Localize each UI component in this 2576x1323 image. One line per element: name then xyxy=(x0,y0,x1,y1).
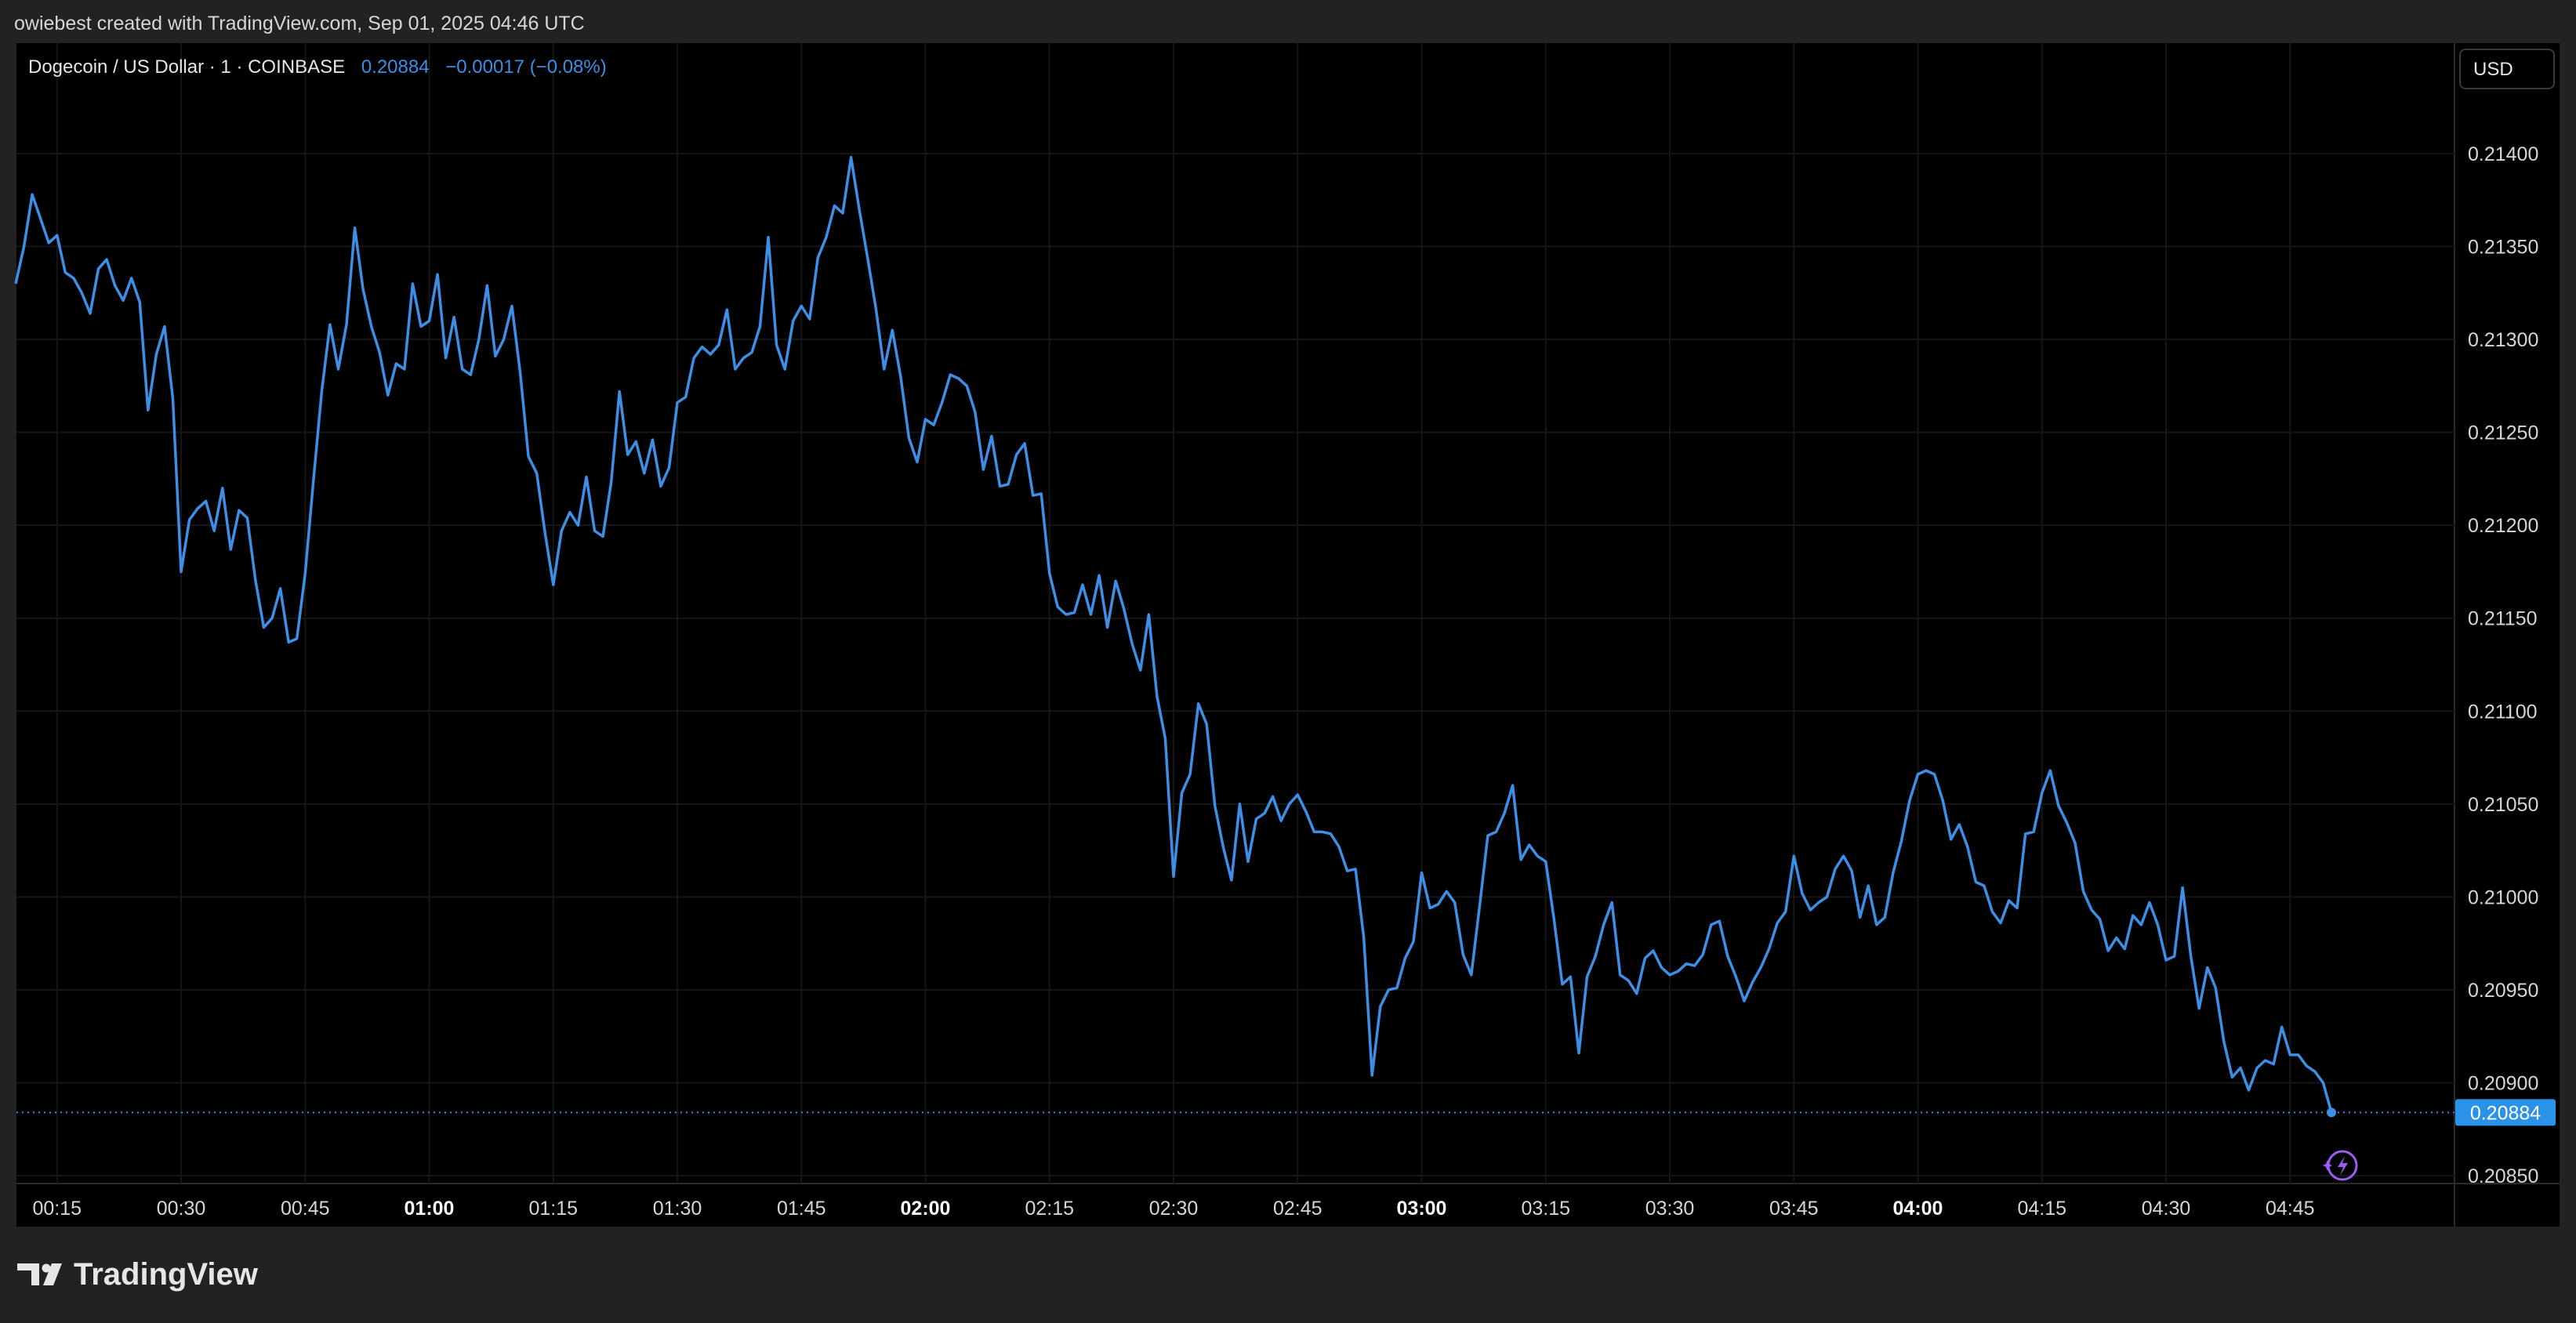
y-tick-label: 0.21400 xyxy=(2468,143,2538,165)
y-tick-label: 0.20850 xyxy=(2468,1165,2538,1187)
y-tick-label: 0.21150 xyxy=(2468,608,2538,630)
plot-area[interactable] xyxy=(16,43,2454,1183)
legend-price: 0.20884 xyxy=(361,56,430,78)
last-price-tag-background xyxy=(2455,1099,2556,1126)
y-tick-label: 0.21100 xyxy=(2468,701,2538,723)
x-tick-label: 00:15 xyxy=(32,1198,82,1220)
grid-horizontal xyxy=(16,153,2454,1176)
symbol-legend[interactable]: Dogecoin / US Dollar · 1 · COINBASE 0.20… xyxy=(28,56,607,78)
tradingview-logo-text: TradingView xyxy=(74,1257,259,1292)
price-series-line[interactable] xyxy=(14,155,2333,1113)
currency-button[interactable]: USD xyxy=(2459,49,2555,89)
x-tick-label: 03:30 xyxy=(1645,1198,1695,1220)
x-tick-label: 03:15 xyxy=(1521,1198,1570,1220)
lightning-badge-icon[interactable] xyxy=(2323,1150,2358,1181)
x-tick-label: 04:30 xyxy=(2142,1198,2191,1220)
tradingview-logo[interactable]: TradingView xyxy=(17,1257,259,1292)
x-tick-label: 00:45 xyxy=(281,1198,330,1220)
last-price-tag-text: 0.20884 xyxy=(2470,1102,2541,1124)
x-tick-label: 00:30 xyxy=(157,1198,206,1220)
x-tick-label: 04:00 xyxy=(1893,1198,1943,1220)
grid-vertical xyxy=(56,43,2291,1183)
x-tick-label: 01:45 xyxy=(777,1198,826,1220)
y-tick-label: 0.21250 xyxy=(2468,422,2538,444)
legend-change: −0.00017 (−0.08%) xyxy=(445,56,607,78)
currency-button-frame[interactable] xyxy=(2459,49,2555,89)
price-scale[interactable] xyxy=(2454,43,2560,1183)
y-tick-label: 0.20950 xyxy=(2468,980,2538,1002)
y-tick-label: 0.21200 xyxy=(2468,515,2538,537)
x-tick-label: 02:45 xyxy=(1273,1198,1322,1220)
x-tick-label: 01:15 xyxy=(528,1198,578,1220)
x-tick-label: 03:45 xyxy=(1769,1198,1819,1220)
attribution-text: owiebest created with TradingView.com, S… xyxy=(14,13,585,34)
tradingview-logo-icon xyxy=(17,1263,62,1285)
x-tick-label: 01:30 xyxy=(653,1198,702,1220)
y-tick-label: 0.21300 xyxy=(2468,329,2538,351)
time-scale[interactable] xyxy=(16,1183,2454,1227)
scale-corner xyxy=(2454,1183,2560,1227)
legend-line: Dogecoin / US Dollar · 1 · COINBASE 0.20… xyxy=(28,56,607,78)
y-tick-label: 0.20900 xyxy=(2468,1072,2538,1094)
legend-symbol: Dogecoin / US Dollar · 1 · COINBASE xyxy=(28,56,345,78)
x-tick-label: 02:15 xyxy=(1025,1198,1074,1220)
y-axis-labels: 0.21400 0.21350 0.21300 0.21250 0.21200 0.211… xyxy=(2468,143,2538,1187)
x-tick-label: 03:00 xyxy=(1397,1198,1447,1220)
x-tick-label: 02:30 xyxy=(1149,1198,1199,1220)
x-tick-label: 01:00 xyxy=(405,1198,455,1220)
last-price-tag: 0.20884 xyxy=(2455,1099,2556,1126)
y-tick-label: 0.21350 xyxy=(2468,237,2538,259)
currency-button-label[interactable]: USD xyxy=(2473,59,2513,80)
x-tick-label: 04:15 xyxy=(2017,1198,2066,1220)
x-tick-label: 04:45 xyxy=(2266,1198,2315,1220)
x-axis-labels: 00:15 00:30 00:45 01:00 01:15 01:30 01:45 02:00… xyxy=(32,1198,2314,1220)
last-price-point xyxy=(2327,1107,2336,1118)
y-tick-label: 0.21050 xyxy=(2468,794,2538,816)
y-tick-label: 0.21000 xyxy=(2468,886,2538,908)
x-tick-label: 02:00 xyxy=(901,1198,951,1220)
